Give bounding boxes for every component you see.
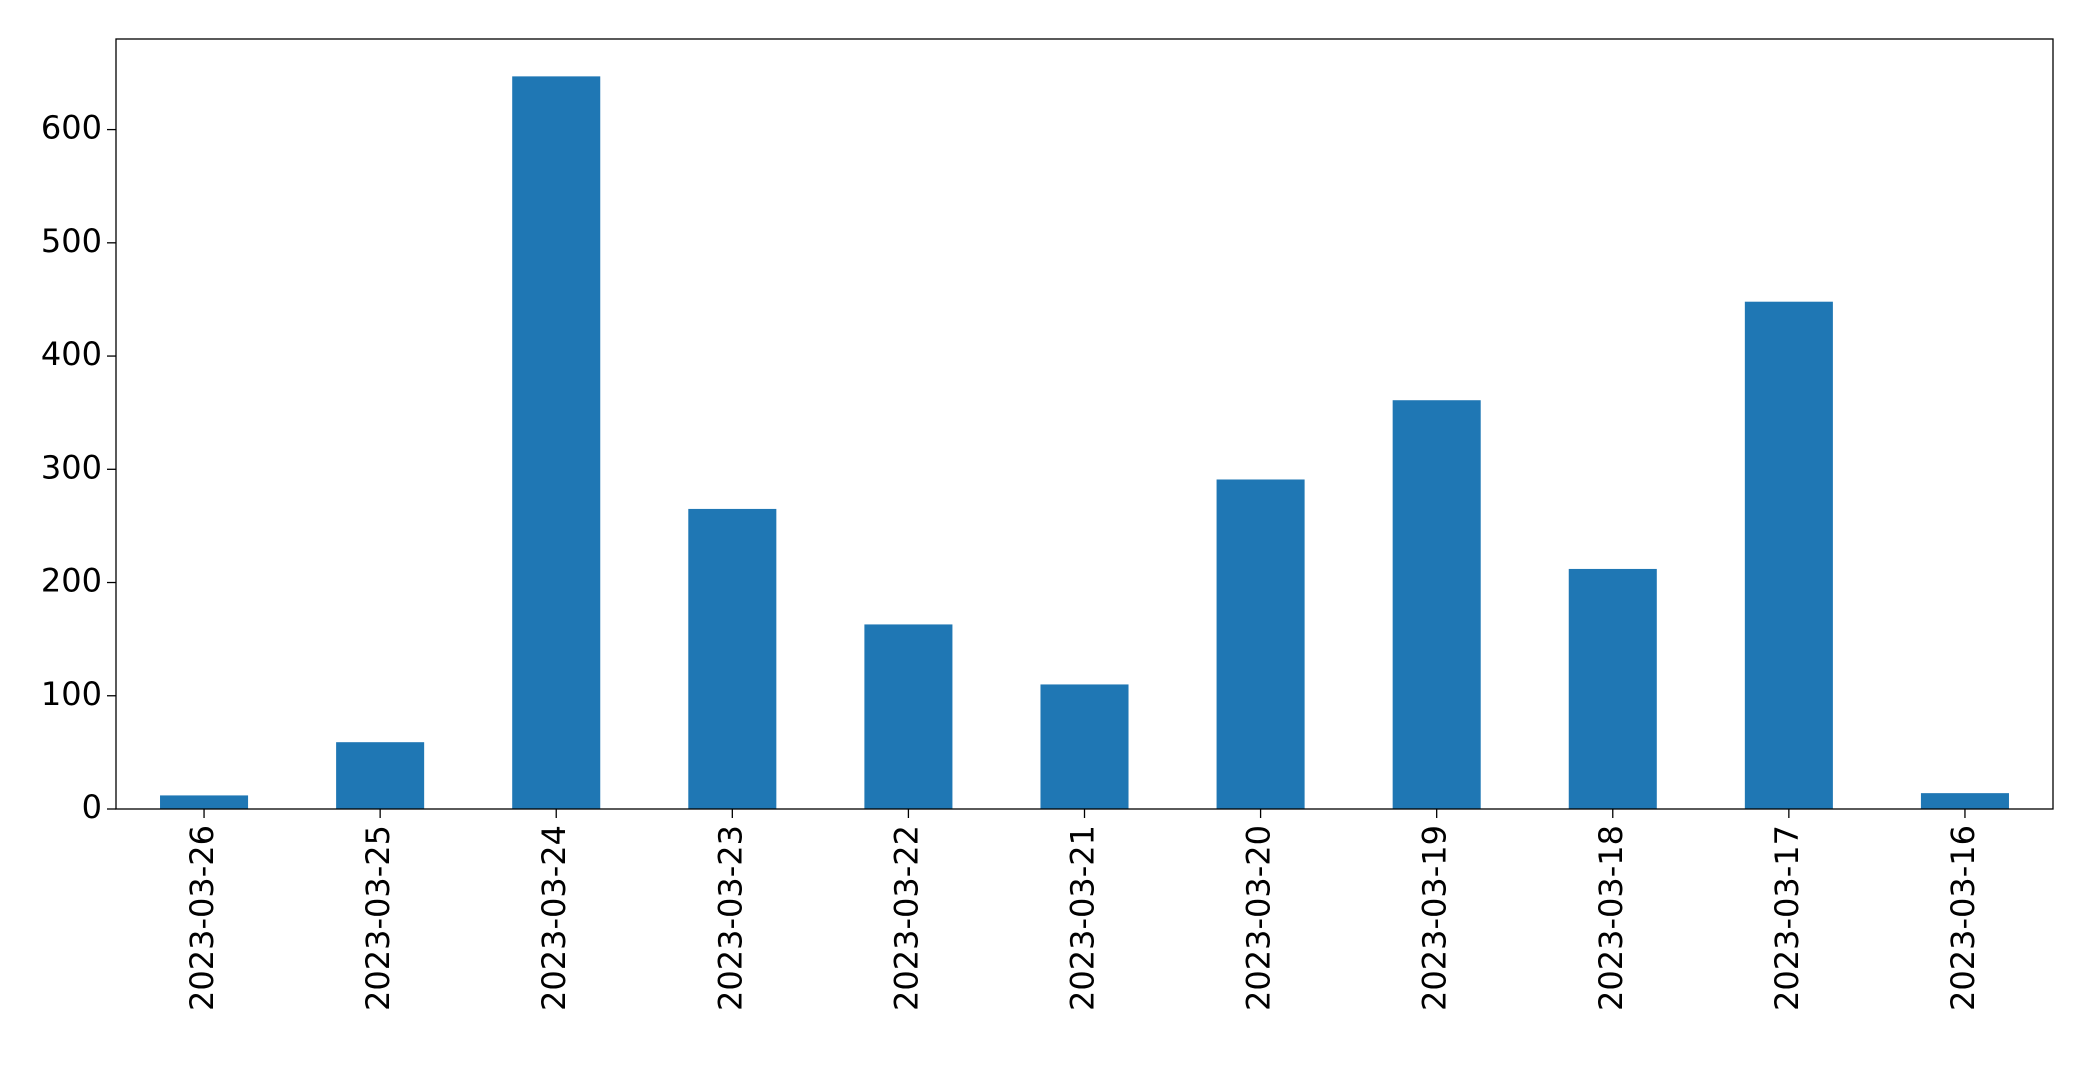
bar	[864, 624, 953, 809]
x-tick-label: 2023-03-23	[711, 825, 749, 1011]
bar	[1744, 301, 1833, 809]
y-tick-label: 0	[82, 788, 102, 826]
x-tick-label: 2023-03-21	[1064, 825, 1102, 1011]
bar	[1392, 400, 1481, 809]
bar	[1040, 684, 1129, 809]
x-tick-label: 2023-03-18	[1592, 825, 1630, 1011]
x-tick-label: 2023-03-22	[887, 825, 925, 1011]
y-tick-label: 200	[41, 562, 102, 600]
y-tick-label: 500	[41, 222, 102, 260]
bar	[688, 508, 777, 809]
x-tick-label: 2023-03-17	[1768, 825, 1806, 1011]
x-tick-label: 2023-03-20	[1240, 825, 1278, 1011]
bar	[1216, 479, 1305, 809]
x-tick-label: 2023-03-19	[1416, 825, 1454, 1011]
bar	[1920, 793, 2009, 809]
x-tick-label: 2023-03-25	[359, 825, 397, 1011]
bar	[336, 742, 425, 809]
x-tick-label: 2023-03-24	[535, 825, 573, 1011]
x-tick-label: 2023-03-16	[1944, 825, 1982, 1011]
y-tick-label: 600	[41, 109, 102, 147]
y-tick-label: 300	[41, 448, 102, 486]
y-tick-label: 100	[41, 675, 102, 713]
bar	[512, 76, 601, 809]
y-tick-label: 400	[41, 335, 102, 373]
bar	[1568, 568, 1657, 809]
plot-frame	[115, 38, 2054, 810]
bar	[160, 795, 249, 809]
x-tick-label: 2023-03-26	[183, 825, 221, 1011]
